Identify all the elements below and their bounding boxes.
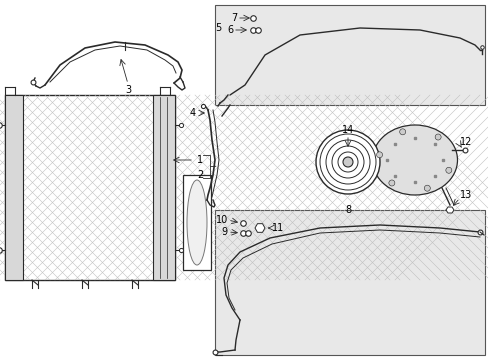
Bar — [5, 95, 175, 280]
Text: 1: 1 — [197, 155, 203, 165]
Text: 11: 11 — [271, 223, 284, 233]
Text: 7: 7 — [230, 13, 237, 23]
Text: 3: 3 — [124, 85, 131, 95]
Ellipse shape — [372, 125, 457, 195]
Circle shape — [434, 134, 440, 140]
Text: 13: 13 — [459, 190, 471, 200]
Circle shape — [342, 157, 352, 167]
Circle shape — [399, 129, 405, 135]
Circle shape — [445, 167, 451, 173]
Circle shape — [424, 185, 429, 191]
Text: 8: 8 — [344, 205, 350, 215]
Text: 6: 6 — [226, 25, 232, 35]
Text: 10: 10 — [215, 215, 227, 225]
Bar — [215, 210, 484, 355]
Bar — [183, 175, 210, 270]
Polygon shape — [254, 224, 264, 232]
Circle shape — [315, 130, 379, 194]
Text: 5: 5 — [214, 23, 221, 33]
Bar — [215, 5, 484, 105]
Text: 2: 2 — [197, 170, 203, 180]
Ellipse shape — [186, 180, 206, 265]
Polygon shape — [445, 207, 453, 213]
Text: 4: 4 — [189, 108, 196, 118]
Circle shape — [376, 152, 382, 158]
Circle shape — [388, 180, 394, 186]
Text: 9: 9 — [222, 227, 227, 237]
Bar — [5, 95, 23, 280]
Text: 14: 14 — [341, 125, 353, 135]
Bar — [153, 95, 175, 280]
Text: 12: 12 — [459, 137, 471, 147]
